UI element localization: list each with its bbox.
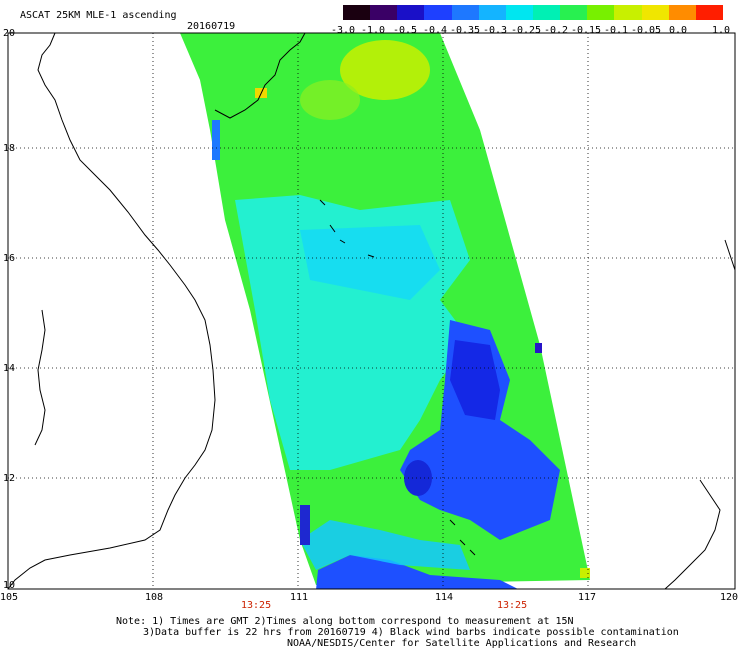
lat-label-18: 18 xyxy=(3,143,16,154)
lat-label-12: 12 xyxy=(3,473,16,484)
time-label-left: 13:25 xyxy=(241,600,272,611)
lon-label-114: 114 xyxy=(435,592,454,603)
note-line-2: 3)Data buffer is 22 hrs from 20160719 4)… xyxy=(143,627,679,638)
colorbar-label: -0.35 xyxy=(449,25,481,36)
colorbar-label: 1.0 xyxy=(711,25,731,36)
colorbar-label: -0.5 xyxy=(392,25,418,36)
colorbar-label: -0.3 xyxy=(482,25,508,36)
swath-blue-bottom xyxy=(316,555,518,589)
plot-frame xyxy=(7,32,736,590)
colorbar-swatch xyxy=(668,5,697,20)
colorbar-label: -0.05 xyxy=(630,25,662,36)
colorbar-swatch xyxy=(641,5,670,20)
colorbar: -3.0 -1.0 -0.5 -0.4 -0.35 -0.3 -0.25 -0.2 -0.15-… xyxy=(331,0,730,40)
map-date: 20160719 xyxy=(187,21,236,32)
map-title: ASCAT 25KM MLE-1 ascending xyxy=(20,10,177,21)
colorbar-label: -3.0 xyxy=(330,25,356,36)
swath-cyan-region-2 xyxy=(300,225,440,300)
colorbar-swatch xyxy=(478,5,507,20)
colorbar-swatch xyxy=(587,5,615,20)
wind-speed-swath xyxy=(180,33,590,589)
colorbar-swatch xyxy=(343,5,371,20)
colorbar-label: -0.15 xyxy=(570,25,602,36)
lon-label-108: 108 xyxy=(145,592,164,603)
colorbar-swatch xyxy=(370,5,398,20)
lat-label-10: 10 xyxy=(3,580,16,591)
swath-yellow-patch xyxy=(340,40,430,100)
colorbar-swatch xyxy=(695,5,724,20)
lon-label-117: 117 xyxy=(578,592,597,603)
colorbar-swatch xyxy=(424,5,453,20)
lat-label-20: 20 xyxy=(3,28,16,39)
colorbar-swatch xyxy=(560,5,588,20)
lon-label-111: 111 xyxy=(290,592,309,603)
colorbar-swatch xyxy=(505,5,534,20)
time-label-right: 13:25 xyxy=(497,600,528,611)
graticule xyxy=(8,33,735,589)
lon-label-120: 120 xyxy=(720,592,739,603)
coastline xyxy=(7,32,736,590)
colorbar-swatch xyxy=(614,5,643,20)
colorbar-label: -0.25 xyxy=(510,25,542,36)
colorbar-swatch xyxy=(451,5,480,20)
colorbar-label: 0.0 xyxy=(668,25,688,36)
note-line-3: NOAA/NESDIS/Center for Satellite Applica… xyxy=(287,638,637,649)
colorbar-swatch xyxy=(533,5,561,20)
lon-label-105: 105 xyxy=(0,592,19,603)
swath-cyan-bottom xyxy=(300,520,470,570)
swath-blue-region xyxy=(400,320,560,540)
lat-label-14: 14 xyxy=(3,363,16,374)
colorbar-label: -1.0 xyxy=(360,25,386,36)
lat-label-16: 16 xyxy=(3,253,16,264)
colorbar-label: -0.1 xyxy=(603,25,629,36)
colorbar-label: -0.2 xyxy=(543,25,569,36)
colorbar-label: -0.4 xyxy=(422,25,448,36)
note-line-1: Note: 1) Times are GMT 2)Times along bot… xyxy=(116,616,574,627)
swath-darkblue-core xyxy=(450,340,500,420)
colorbar-swatch xyxy=(397,5,425,20)
